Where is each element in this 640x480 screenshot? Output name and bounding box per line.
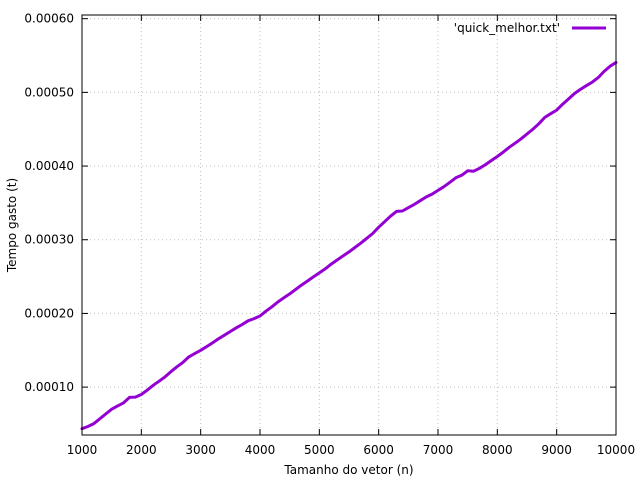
- axis-ticks: [81, 15, 617, 435]
- x-tick-label: 3000: [185, 443, 216, 457]
- legend: 'quick_melhor.txt': [454, 21, 606, 35]
- y-tick-label: 0.00020: [24, 306, 74, 320]
- series-line: [80, 61, 618, 431]
- y-tick-label: 0.00060: [24, 12, 74, 26]
- tick-labels: 1000 2000 3000 4000 5000 6000 7000 8000 9000 1000…: [24, 12, 635, 457]
- x-tick-label: 8000: [482, 443, 513, 457]
- x-tick-label: 4000: [245, 443, 276, 457]
- series-lines: [80, 61, 618, 431]
- x-tick-label: 10000: [597, 443, 635, 457]
- x-tick-label: 6000: [363, 443, 394, 457]
- x-tick-label: 2000: [126, 443, 157, 457]
- legend-label: 'quick_melhor.txt': [454, 21, 560, 35]
- x-tick-label: 5000: [304, 443, 335, 457]
- x-tick-label: 9000: [541, 443, 572, 457]
- x-axis-label: Tamanho do vetor (n): [283, 463, 413, 477]
- y-axis-label: Tempo gasto (t): [5, 178, 19, 273]
- grid-lines: [81, 15, 617, 435]
- y-tick-label: 0.00050: [24, 85, 74, 99]
- y-tick-label: 0.00030: [24, 233, 74, 247]
- x-tick-label: 7000: [423, 443, 454, 457]
- y-tick-label: 0.00010: [24, 380, 74, 394]
- y-tick-label: 0.00040: [24, 159, 74, 173]
- x-tick-label: 1000: [67, 443, 98, 457]
- plot-frame: [81, 14, 617, 436]
